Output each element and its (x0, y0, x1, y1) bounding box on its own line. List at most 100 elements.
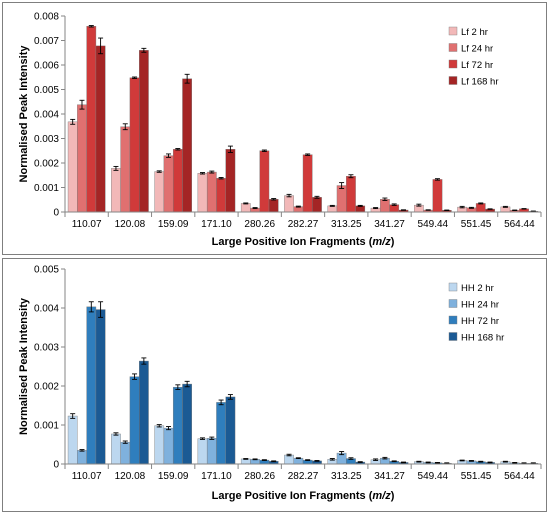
error-bar (329, 204, 335, 207)
legend-swatch (448, 59, 458, 69)
x-tick-label: 564.44 (504, 219, 535, 230)
error-bar (416, 460, 422, 463)
bar (346, 176, 356, 213)
bar (120, 441, 131, 465)
error-bar (227, 145, 233, 153)
error-bar (218, 177, 224, 180)
error-bar (122, 440, 128, 444)
y-axis-title: Normalised Peak Intensity (18, 297, 30, 435)
error-bar (314, 460, 320, 462)
error-bar (166, 426, 172, 431)
error-bar (132, 373, 138, 380)
x-tick-label: 171.10 (201, 219, 232, 230)
error-bar (166, 153, 172, 158)
y-tick-label: 0.008 (34, 12, 59, 23)
error-bar (444, 462, 450, 465)
error-bar (357, 461, 363, 463)
error-bar (218, 399, 224, 406)
error-bar (434, 178, 440, 181)
y-axis-title: Normalised Peak Intensity (18, 45, 30, 183)
x-tick-label: 159.09 (158, 219, 189, 230)
error-bar (434, 461, 440, 464)
bar (380, 199, 390, 213)
x-tick-label: 282.27 (288, 471, 319, 482)
error-bar (391, 460, 397, 463)
error-bar (271, 460, 277, 463)
error-bar (487, 461, 493, 464)
chart-panel-lf: 0 0.001 0.002 0.003 0.004 0.005 0.006 0.007 0.00… (2, 2, 547, 255)
error-bar (295, 457, 301, 459)
error-bar (391, 203, 397, 206)
bar (216, 402, 226, 465)
bar (182, 383, 192, 465)
error-bar (295, 205, 301, 208)
legend-label: HH 24 hr (461, 300, 499, 311)
error-bar (132, 76, 138, 79)
x-axis-title: Large Positive Ion Fragments (m/z) (212, 236, 395, 248)
legend-swatch (448, 315, 458, 325)
error-bar (382, 197, 388, 201)
legend-swatch (448, 43, 458, 52)
y-tick-label: 0.002 (34, 159, 59, 170)
error-bar (184, 73, 190, 84)
bar (268, 199, 279, 213)
error-bar (478, 460, 484, 463)
bar (67, 415, 78, 465)
chart-lf: 0 0.001 0.002 0.003 0.004 0.005 0.006 0.007 0.00… (18, 12, 542, 248)
error-bar (122, 123, 128, 131)
error-bar (243, 202, 249, 205)
bar (225, 396, 236, 465)
bar (284, 454, 294, 465)
bar (225, 149, 236, 213)
bar (154, 425, 165, 465)
error-bar (88, 301, 94, 313)
error-bar (512, 461, 518, 464)
legend-swatch (448, 26, 458, 36)
error-bar (98, 301, 104, 318)
legend-label: Lf 72 hr (461, 60, 493, 71)
x-tick-label: 564.44 (504, 471, 535, 482)
error-bar (141, 47, 147, 53)
bar (206, 438, 217, 465)
error-bar (156, 170, 162, 173)
y-tick-label: 0.004 (34, 304, 59, 315)
error-bar (357, 204, 363, 207)
bar (302, 154, 313, 213)
legend-label: Lf 2 hr (461, 27, 488, 38)
error-bar (209, 170, 215, 174)
x-tick-label: 171.10 (201, 471, 232, 482)
x-tick-label: 341.27 (374, 471, 405, 482)
y-tick-label: 0.007 (34, 36, 59, 47)
x-tick-label: 280.26 (244, 471, 275, 482)
error-bar (113, 432, 119, 436)
bar (172, 386, 183, 465)
error-bar (227, 394, 233, 400)
bar (432, 179, 443, 213)
chart-panel-hh: 0 0.001 0.002 0.003 0.004 0.005 110.07 120.08 15… (2, 258, 547, 512)
error-bar (401, 461, 407, 464)
bar (163, 427, 174, 465)
bar (336, 185, 347, 213)
error-bar (305, 459, 311, 461)
x-tick-label: 313.25 (331, 471, 362, 482)
y-tick-label: 0.005 (34, 85, 59, 96)
legend-label: Lf 24 hr (461, 44, 493, 55)
bar (77, 104, 87, 213)
error-bar (382, 456, 388, 460)
bar (67, 121, 78, 213)
x-tick-label: 549.44 (418, 471, 449, 482)
bar (139, 50, 149, 213)
error-bar (175, 148, 181, 151)
legend-swatch (448, 282, 458, 292)
error-bar (339, 451, 345, 456)
x-tick-label: 110.07 (72, 471, 102, 482)
x-tick-label: 159.09 (158, 471, 189, 482)
bar (475, 203, 486, 213)
legend-swatch (448, 299, 458, 308)
error-bar (459, 205, 465, 209)
bar (172, 149, 183, 213)
error-bar (175, 384, 181, 390)
chart-hh: 0 0.001 0.002 0.003 0.004 0.005 110.07 120.08 15… (18, 265, 542, 502)
bar (95, 309, 106, 465)
legend-label: HH 2 hr (461, 283, 494, 294)
